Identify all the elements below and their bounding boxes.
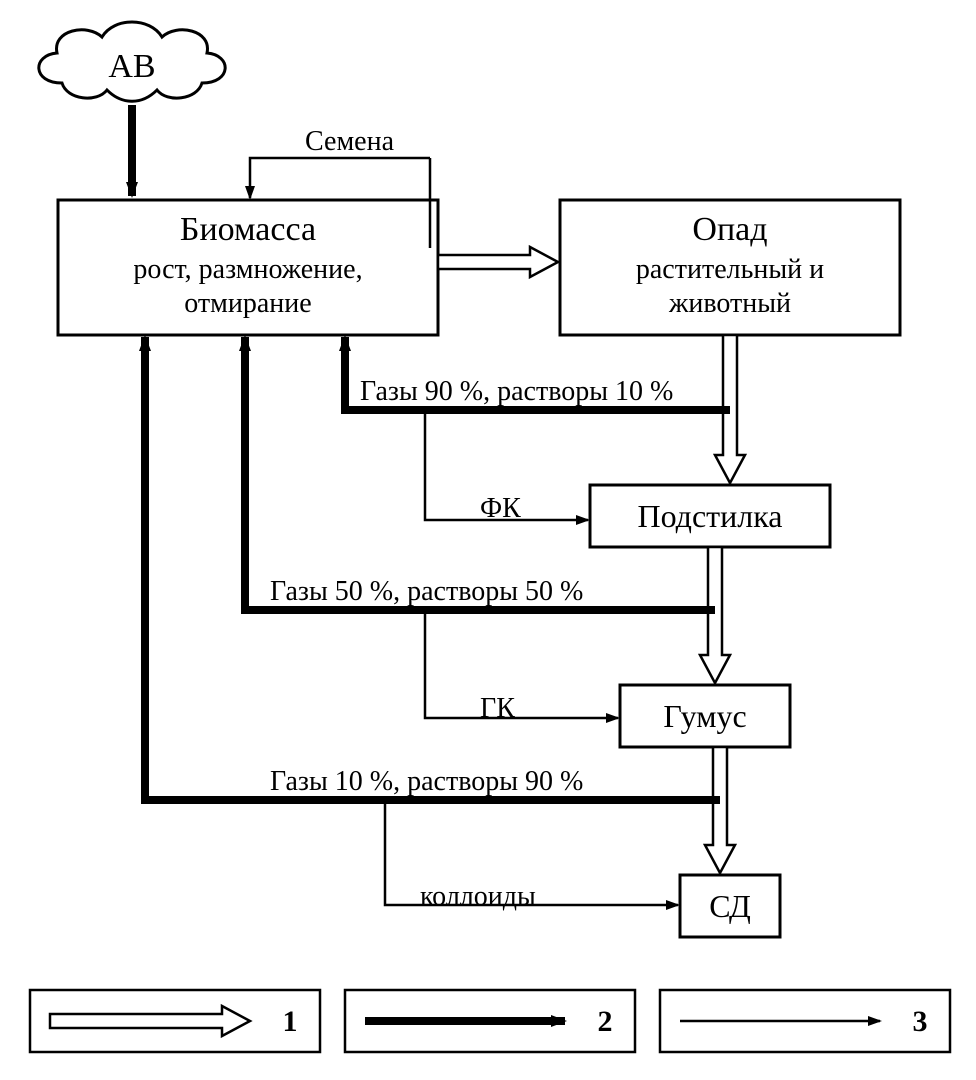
label-gases_90_10: Газы 90 %, растворы 10 % xyxy=(360,376,673,407)
arrow-gumus-sd xyxy=(705,747,735,873)
label-colloids: коллоиды xyxy=(420,881,536,912)
label-semena: Семена xyxy=(305,126,395,157)
label-gases_10_90: Газы 10 %, растворы 90 % xyxy=(270,766,583,797)
legend-label-2: 2 xyxy=(598,1005,613,1038)
label-gases_50_50: Газы 50 %, растворы 50 % xyxy=(270,576,583,607)
cloud-label: АВ xyxy=(108,48,155,85)
sd-title: СД xyxy=(709,888,751,924)
arrow-podstilka-gumus xyxy=(700,547,730,683)
opad-sub2: животный xyxy=(668,288,791,319)
biomass-sub1: рост, размножение, xyxy=(133,254,362,285)
flowchart-diagram: АВ Биомасса рост, размножение,отмирание Опа… xyxy=(0,0,976,1080)
opad-title: Опад xyxy=(692,211,767,248)
podstilka-title: Подстилка xyxy=(637,498,782,534)
biomass-sub2: отмирание xyxy=(184,288,311,319)
biomass-title: Биомасса xyxy=(180,211,316,248)
legend-label-3: 3 xyxy=(913,1005,928,1038)
gumus-title: Гумус xyxy=(663,698,746,734)
arrow-gk xyxy=(425,610,618,718)
arrow-biomass-opad xyxy=(438,247,558,277)
label-gk: ГК xyxy=(480,693,515,724)
label-fk: ФК xyxy=(480,493,521,524)
legend-label-1: 1 xyxy=(283,1005,298,1038)
opad-sub1: растительный и xyxy=(636,254,824,285)
arrow-semena xyxy=(250,158,430,198)
